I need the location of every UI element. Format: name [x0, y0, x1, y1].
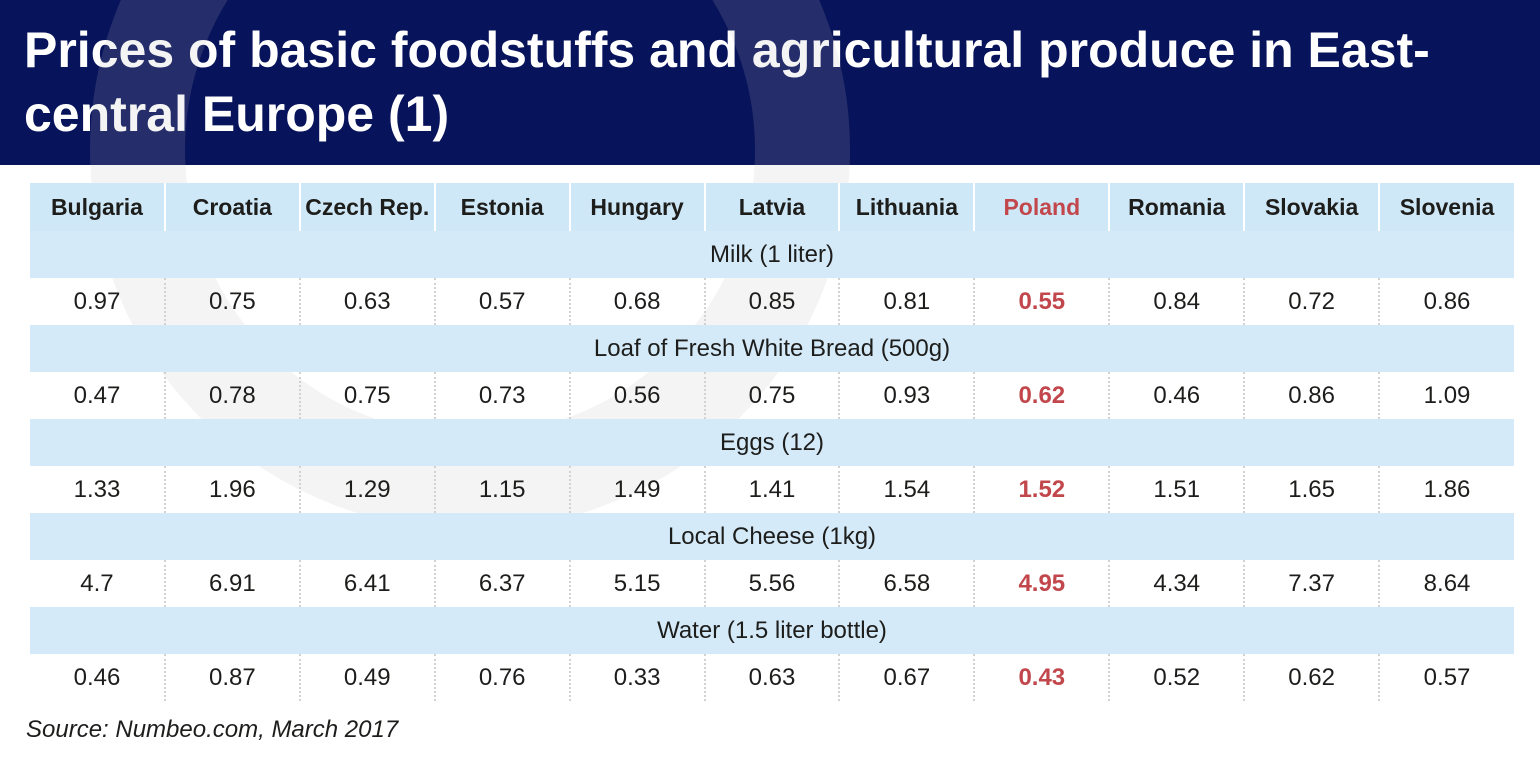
- price-cell: 0.84: [1108, 278, 1245, 325]
- price-cell: 4.95: [973, 560, 1110, 607]
- category-label: Eggs (12): [30, 419, 1514, 466]
- column-header: Slovakia: [1243, 183, 1380, 231]
- price-cell: 4.7: [80, 569, 114, 597]
- price-cell: 1.65: [1243, 466, 1380, 513]
- price-cell: 0.85: [703, 278, 840, 325]
- column-header: Latvia: [703, 183, 840, 231]
- table-body: Milk (1 liter) 0.97 0.75 0.63 0.57 0.68 0.85 0.…: [30, 231, 1514, 701]
- value-row: 0.47 0.78 0.75 0.73 0.56 0.75 0.93 0.62 0.46 0.86…: [30, 372, 1514, 419]
- page-title: Prices of basic foodstuffs and agricultu…: [24, 22, 1430, 142]
- price-cell: 0.57: [433, 278, 570, 325]
- category-row: Eggs (12): [30, 419, 1514, 466]
- price-cell: 1.15: [433, 466, 570, 513]
- price-cell: 0.75: [163, 278, 300, 325]
- price-cell: 0.47: [73, 381, 121, 409]
- value-row: 0.46 0.87 0.49 0.76 0.33 0.63 0.67 0.43 0.52 0.62…: [30, 654, 1514, 701]
- price-cell: 0.87: [163, 654, 300, 701]
- price-cell: 1.51: [1108, 466, 1245, 513]
- price-cell: 1.29: [298, 466, 435, 513]
- price-cell: 0.55: [973, 278, 1110, 325]
- price-cell: 0.62: [973, 372, 1110, 419]
- price-cell: 1.49: [568, 466, 705, 513]
- price-cell: 0.67: [838, 654, 975, 701]
- price-cell: 0.75: [298, 372, 435, 419]
- source-note: Source: Numbeo.com, March 2017: [26, 716, 399, 743]
- table-header-row: Bulgaria Croatia Czech Rep. Estonia Hungary L…: [30, 183, 1514, 231]
- value-row: 4.7 6.91 6.41 6.37 5.15 5.56 6.58 4.95 4.34 7.37 8…: [30, 560, 1514, 607]
- header-banner: Prices of basic foodstuffs and agricultu…: [0, 0, 1540, 165]
- price-cell: 5.56: [703, 560, 840, 607]
- price-cell: 0.76: [433, 654, 570, 701]
- price-cell: 1.09: [1378, 372, 1514, 419]
- category-label: Loaf of Fresh White Bread (500g): [30, 325, 1514, 372]
- price-cell: 0.57: [1378, 654, 1514, 701]
- category-row: Water (1.5 liter bottle): [30, 607, 1514, 654]
- category-label: Milk (1 liter): [30, 231, 1514, 278]
- price-cell: 6.41: [298, 560, 435, 607]
- price-cell: 7.37: [1243, 560, 1380, 607]
- value-row: 1.33 1.96 1.29 1.15 1.49 1.41 1.54 1.52 1.51 1.65…: [30, 466, 1514, 513]
- price-cell: 1.96: [163, 466, 300, 513]
- category-label: Local Cheese (1kg): [30, 513, 1514, 560]
- price-cell: 0.86: [1378, 278, 1514, 325]
- price-cell: 0.63: [298, 278, 435, 325]
- column-header: Czech Rep.: [298, 183, 435, 231]
- category-row: Local Cheese (1kg): [30, 513, 1514, 560]
- price-cell: 0.93: [838, 372, 975, 419]
- price-cell: 0.62: [1243, 654, 1380, 701]
- price-cell: 0.49: [298, 654, 435, 701]
- column-header: Croatia: [163, 183, 300, 231]
- price-cell: 6.58: [838, 560, 975, 607]
- price-cell: 1.52: [973, 466, 1110, 513]
- price-cell: 8.64: [1378, 560, 1514, 607]
- price-cell: 5.15: [568, 560, 705, 607]
- price-cell: 0.86: [1243, 372, 1380, 419]
- price-cell: 1.86: [1378, 466, 1514, 513]
- price-cell: 0.97: [73, 287, 121, 315]
- price-cell: 0.75: [703, 372, 840, 419]
- category-row: Milk (1 liter): [30, 231, 1514, 278]
- price-cell: 0.78: [163, 372, 300, 419]
- price-cell: 6.91: [163, 560, 300, 607]
- price-cell: 0.73: [433, 372, 570, 419]
- column-header: Estonia: [433, 183, 570, 231]
- column-header: Romania: [1108, 183, 1245, 231]
- price-cell: 0.56: [568, 372, 705, 419]
- price-cell: 0.72: [1243, 278, 1380, 325]
- price-cell: 0.63: [703, 654, 840, 701]
- price-cell: 4.34: [1108, 560, 1245, 607]
- price-cell: 1.33: [73, 475, 121, 503]
- price-table: Bulgaria Croatia Czech Rep. Estonia Hungary L…: [30, 183, 1514, 701]
- price-cell: 6.37: [433, 560, 570, 607]
- column-header: Slovenia: [1378, 183, 1514, 231]
- price-cell: 0.46: [73, 663, 121, 691]
- price-cell: 0.33: [568, 654, 705, 701]
- price-cell: 1.54: [838, 466, 975, 513]
- category-label: Water (1.5 liter bottle): [30, 607, 1514, 654]
- column-header: Poland: [973, 183, 1110, 231]
- column-header: Hungary: [568, 183, 705, 231]
- column-header: Bulgaria: [30, 183, 165, 231]
- price-cell: 0.46: [1108, 372, 1245, 419]
- value-row: 0.97 0.75 0.63 0.57 0.68 0.85 0.81 0.55 0.84 0.72…: [30, 278, 1514, 325]
- price-cell: 0.52: [1108, 654, 1245, 701]
- category-row: Loaf of Fresh White Bread (500g): [30, 325, 1514, 372]
- price-cell: 0.43: [973, 654, 1110, 701]
- price-cell: 0.81: [838, 278, 975, 325]
- column-header: Lithuania: [838, 183, 975, 231]
- price-cell: 1.41: [703, 466, 840, 513]
- price-cell: 0.68: [568, 278, 705, 325]
